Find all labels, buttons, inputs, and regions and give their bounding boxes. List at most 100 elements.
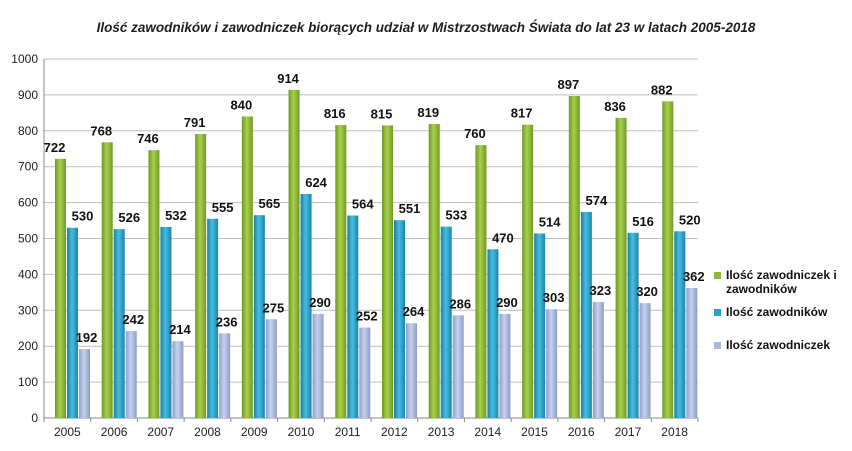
data-label: 303 [543,290,565,305]
data-label: 514 [539,214,561,229]
x-tick-label: 2012 [381,425,408,439]
data-label: 214 [169,322,191,337]
bar-series-3 [499,313,511,418]
bar-series-3 [172,341,184,418]
bar-series-3 [312,313,324,418]
data-label: 533 [445,208,467,223]
bar-series-1 [335,125,347,418]
bar-series-2 [394,220,405,418]
chart-title: Ilość zawodników i zawodniczek biorących… [96,20,756,35]
legend-swatch [714,309,721,316]
data-label: 882 [651,82,673,97]
data-label: 362 [683,269,705,284]
bar-series-3 [265,319,277,418]
data-label: 836 [604,99,626,114]
y-tick-label: 1000 [11,52,38,66]
y-tick-label: 900 [18,88,38,102]
data-label: 532 [165,208,187,223]
bar-series-2 [207,218,219,418]
bar-series-3 [639,303,651,418]
data-label: 530 [72,209,94,224]
x-tick-label: 2010 [288,425,315,439]
x-tick-label: 2013 [428,425,455,439]
bar-series-2 [300,193,312,418]
bar-series-1 [195,134,207,418]
bar-series-1 [288,89,300,419]
bar-series-2 [580,211,592,418]
legend: Ilość zawodniczek i zawodników Ilość zaw… [714,268,849,352]
x-tick-label: 2015 [521,425,548,439]
bar-series-3 [359,327,371,418]
data-label: 516 [632,214,654,229]
bar-series-2 [440,226,452,418]
data-label: 817 [511,106,533,121]
data-label: 551 [399,201,421,216]
legend-item: Ilość zawodników [714,305,849,319]
data-label: 791 [184,115,206,130]
data-label: 722 [44,140,66,155]
data-label: 192 [76,330,98,345]
x-tick-label: 2009 [241,425,268,439]
x-tick-label: 2017 [615,425,642,439]
data-label: 264 [403,304,425,319]
bar-series-1 [662,101,674,418]
bar-series-1 [148,150,160,418]
x-tick-label: 2016 [568,425,595,439]
bar-series-2 [113,229,125,418]
data-label: 555 [212,200,234,215]
legend-label: Ilość zawodniczek [726,338,831,352]
y-tick-label: 500 [18,232,38,246]
bar-series-3 [79,349,90,418]
bar-series-1 [55,158,66,418]
legend-item: Ilość zawodniczek i zawodników [714,268,849,296]
bar-series-1 [428,123,440,418]
x-tick-label: 2011 [335,425,361,439]
data-label: 320 [636,284,658,299]
bar-series-2 [534,233,546,418]
y-tick-label: 600 [18,196,38,210]
data-label: 252 [356,309,378,324]
bar-series-3 [452,315,464,418]
data-label: 242 [122,312,144,327]
x-tick-label: 2006 [101,425,128,439]
y-tick-label: 400 [18,267,38,281]
bar-series-2 [160,227,172,418]
bar-series-3 [686,288,698,418]
y-tick-label: 100 [18,375,38,389]
y-tick-label: 800 [18,124,38,138]
data-label: 236 [216,314,238,329]
data-label: 914 [277,71,299,86]
x-tick-label: 2018 [661,425,688,439]
data-label: 815 [371,106,393,121]
x-tick-label: 2008 [194,425,221,439]
bar-series-1 [568,95,580,419]
bar-series-1 [241,116,253,418]
y-tick-label: 0 [31,411,38,425]
bar-series-1 [522,124,534,419]
data-label: 565 [259,196,281,211]
x-tick-label: 2007 [147,425,174,439]
data-label: 840 [231,97,253,112]
legend-item: Ilość zawodniczek [714,338,849,352]
bar-series-2 [627,232,639,418]
bar-series-3 [219,333,231,418]
data-label: 290 [309,295,331,310]
data-label: 470 [492,230,514,245]
bar-series-2 [253,215,265,418]
data-label: 290 [496,295,518,310]
data-label: 275 [263,300,285,315]
data-label: 564 [352,197,374,212]
data-label: 323 [590,283,612,298]
bar-series-1 [382,125,393,418]
data-label: 286 [449,296,471,311]
data-label: 624 [305,175,327,190]
bar-series-1 [101,142,113,418]
bar-series-3 [592,302,604,418]
legend-label: Ilość zawodników [726,305,828,319]
bar-series-2 [347,215,359,418]
bar-series-2 [674,231,686,418]
data-label: 526 [118,210,140,225]
data-label: 816 [324,106,346,121]
y-tick-label: 200 [18,339,38,353]
legend-swatch [714,342,721,349]
